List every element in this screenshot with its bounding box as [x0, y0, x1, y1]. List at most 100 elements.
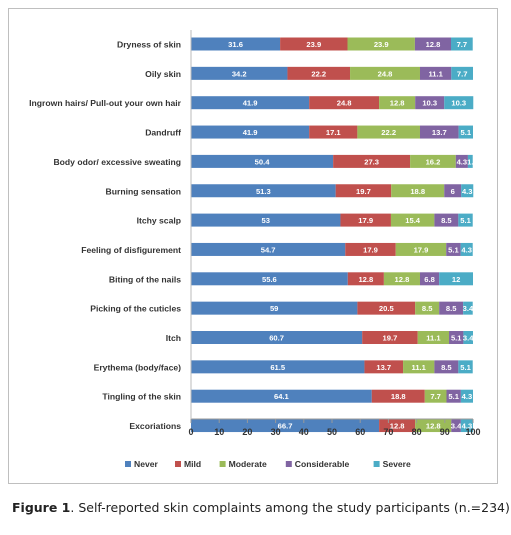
bar-segment-moderate	[379, 96, 416, 110]
x-tick-label: 40	[299, 427, 309, 437]
bar-segment-mild	[280, 37, 348, 51]
data-label: 24.8	[337, 99, 352, 108]
x-tick-label: 70	[383, 427, 393, 437]
category-label: Dryness of skin	[117, 40, 181, 50]
data-label: 55.6	[262, 275, 277, 284]
bar-segment-never	[191, 242, 346, 256]
bar-segment-severe	[451, 37, 473, 51]
data-label: 13.7	[432, 128, 447, 137]
bar-segment-mild	[340, 213, 391, 227]
bar-segment-considerable	[419, 272, 440, 286]
data-label: 4.3	[462, 392, 473, 401]
x-tick-label: 0	[188, 427, 193, 437]
caption-text: . Self-reported skin complaints among th…	[70, 500, 511, 515]
x-tick-label: 50	[327, 427, 337, 437]
category-label: Picking of the cuticles	[90, 304, 181, 314]
x-tick-label: 20	[242, 427, 252, 437]
bar-segment-mild	[345, 242, 396, 256]
x-tick-label: 80	[412, 427, 422, 437]
data-label: 20.5	[379, 304, 395, 313]
data-label: 4.3	[462, 187, 473, 196]
chart-frame: Dryness of skin 31.6 23.9 23.9 12.8 7.7 Oily s…	[8, 8, 498, 484]
data-label: 1.	[467, 157, 473, 166]
bar-segment-severe	[463, 301, 473, 315]
figure-caption: Figure 1. Self-reported skin complaints …	[12, 500, 511, 515]
data-label: 5.1	[448, 245, 459, 254]
legend-label: Mild	[184, 459, 201, 469]
bar-segment-severe	[461, 184, 474, 198]
data-label: 11.1	[412, 363, 427, 372]
bar-segment-considerable	[449, 331, 464, 344]
data-label: 27.3	[364, 157, 379, 166]
data-label: 23.9	[306, 40, 321, 49]
bar-segment-moderate	[403, 360, 435, 374]
bar-segment-considerable	[434, 213, 459, 227]
bar-segment-never	[191, 272, 348, 286]
bar-segment-moderate	[415, 419, 452, 433]
category-label: Itchy scalp	[137, 216, 181, 226]
bar-segment-moderate	[415, 301, 440, 315]
bar-segment-severe	[458, 213, 473, 227]
bar-segment-moderate	[424, 389, 447, 403]
bar-segment-mild	[362, 331, 418, 344]
data-label: 12.8	[426, 422, 441, 431]
bar-segment-never	[191, 125, 310, 139]
data-label: 7.7	[430, 392, 441, 401]
data-label: 8.5	[441, 216, 452, 225]
legend-label: Never	[134, 459, 159, 469]
data-label: 66.7	[278, 422, 293, 431]
data-label: 11.1	[426, 334, 441, 343]
bar-segment-mild	[309, 96, 380, 110]
category-label: Erythema (body/face)	[94, 362, 182, 372]
legend-label: Considerable	[295, 459, 350, 469]
bar-segment-considerable	[451, 419, 461, 433]
bar-segment-considerable	[419, 66, 452, 80]
bar-segment-considerable	[434, 360, 459, 374]
bar-segment-moderate	[347, 37, 415, 51]
legend-swatch-moderate	[219, 461, 226, 467]
caption-label: Figure 1	[12, 500, 71, 515]
bar-segment-considerable	[455, 154, 468, 168]
data-label: 64.1	[274, 392, 290, 401]
data-label: 23.9	[374, 40, 389, 49]
data-label: 6.8	[424, 275, 435, 284]
data-label: 8.5	[446, 304, 457, 313]
bar-segment-mild	[333, 154, 411, 168]
data-label: 5.1	[448, 392, 459, 401]
data-label: 11.1	[428, 69, 443, 78]
bar-segment-severe	[460, 242, 473, 256]
bar-segment-considerable	[419, 125, 459, 139]
data-label: 3.4	[463, 304, 474, 313]
category-label: Tingling of the skin	[102, 392, 181, 402]
data-label: 17.9	[363, 245, 378, 254]
bar-segment-mild	[347, 272, 384, 286]
bar-segment-never	[191, 213, 341, 227]
data-label: 12.8	[390, 422, 405, 431]
data-label: 12.8	[390, 99, 405, 108]
bar-segment-severe	[451, 66, 473, 80]
category-label: Oily skin	[145, 69, 181, 79]
stacked-bar-chart: Dryness of skin 31.6 23.9 23.9 12.8 7.7 Oily s…	[29, 30, 481, 469]
bar-segment-severe	[460, 389, 473, 403]
category-label: Itch	[166, 333, 181, 343]
data-label: 16.2	[426, 157, 441, 166]
x-tick-label: 90	[440, 427, 450, 437]
data-label: 5.1	[460, 363, 471, 372]
data-label: 53	[262, 216, 270, 225]
legend-label: Moderate	[229, 459, 267, 469]
data-label: 8.5	[441, 363, 452, 372]
bar-segment-moderate	[357, 125, 420, 139]
bar-segment-mild	[309, 125, 358, 139]
bar-segment-moderate	[410, 154, 456, 168]
bar-segment-moderate	[391, 184, 445, 198]
data-label: 61.5	[270, 363, 286, 372]
data-label: 41.9	[243, 99, 258, 108]
bar-segment-considerable	[415, 96, 445, 110]
legend-label: Severe	[383, 459, 411, 469]
data-label: 8.5	[422, 304, 433, 313]
data-label: 4.3	[457, 157, 468, 166]
data-label: 5.1	[460, 216, 471, 225]
bar-segment-never	[191, 331, 363, 344]
bar-segment-moderate	[390, 213, 435, 227]
x-tick-label: 60	[355, 427, 365, 437]
